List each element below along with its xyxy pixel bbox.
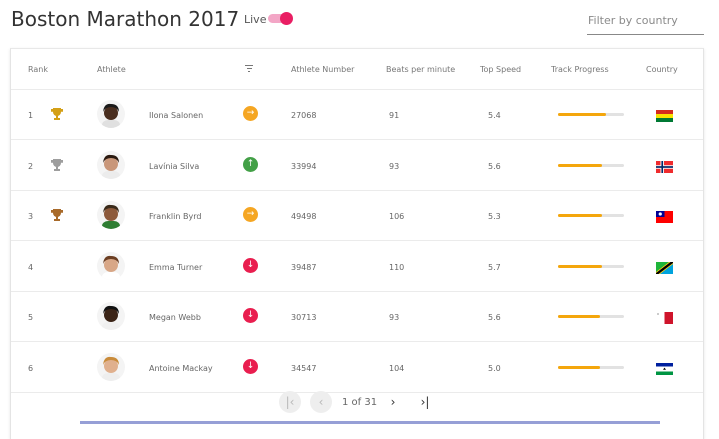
athlete-name[interactable]: Megan Webb [149, 313, 201, 322]
table-row[interactable]: 6 Antoine Mackay ↓ 34547 104 5.0 [11, 342, 703, 393]
table-header: Rank Athlete Athlete Number Beats per mi… [11, 49, 703, 90]
rank-value: 4 [28, 262, 34, 272]
top-speed: 5.0 [488, 363, 501, 373]
chevron-right-icon[interactable]: › [390, 395, 396, 409]
column-track-progress[interactable]: Track Progress [551, 65, 609, 74]
athlete-number: 33994 [291, 161, 317, 171]
table-row[interactable]: 5 Megan Webb ↓ 30713 93 5.6 [11, 291, 703, 342]
filter-country-input[interactable] [587, 6, 704, 35]
track-progress-fill [558, 365, 601, 369]
top-speed: 5.6 [488, 313, 501, 322]
athlete-name[interactable]: Franklin Byrd [149, 212, 202, 221]
first-page-icon[interactable]: |‹ [279, 391, 301, 413]
track-progress-fill [558, 214, 602, 217]
chevron-left-icon[interactable]: ‹ [310, 391, 332, 413]
arrow-down-icon: ↓ [243, 308, 258, 323]
track-progress-bar [558, 113, 624, 116]
arrow-up-icon: ↑ [243, 156, 258, 172]
bronze-trophy-icon [50, 207, 64, 221]
column-country[interactable]: Country [646, 65, 678, 74]
athlete-name[interactable]: Lavínia Silva [149, 161, 200, 171]
toggle-knob [280, 12, 293, 25]
rank-value: 1 [28, 111, 34, 120]
beats-per-minute: 104 [389, 363, 405, 373]
column-bpm[interactable]: Beats per minute [386, 65, 456, 74]
arrow-right-icon: → [243, 207, 258, 222]
rank-value: 6 [28, 363, 34, 373]
track-progress-bar [558, 365, 624, 369]
avatar [97, 150, 125, 179]
tanzania-flag-icon [656, 259, 673, 274]
avatar [97, 201, 125, 229]
athlete-number: 49498 [291, 212, 317, 221]
arrow-down-icon: ↓ [243, 257, 258, 273]
last-page-icon[interactable]: ›| [420, 395, 430, 409]
avatar [97, 251, 125, 280]
page-info: 1 of 31 [342, 397, 378, 408]
athlete-number: 34547 [291, 363, 317, 373]
column-athlete[interactable]: Athlete [97, 65, 126, 74]
track-progress-fill [558, 315, 601, 318]
table-row[interactable]: 1 Ilona Salonen → 27068 91 5.4 [11, 89, 703, 140]
sort-icon[interactable] [245, 65, 253, 72]
table-row[interactable]: 2 Lavínia Silva ↑ 33994 93 5.6 [11, 140, 703, 191]
beats-per-minute: 106 [389, 212, 405, 221]
arrow-down-icon: ↓ [243, 358, 258, 374]
top-speed: 5.3 [488, 212, 501, 221]
track-progress-bar [558, 163, 624, 167]
bottom-scroll-indicator [80, 421, 660, 424]
malta-flag-icon [656, 309, 673, 324]
page-title: Boston Marathon 2017 [11, 7, 240, 31]
top-speed: 5.7 [488, 262, 501, 272]
pagination: |‹ ‹ 1 of 31 › ›| [11, 388, 703, 418]
column-rank[interactable]: Rank [28, 65, 48, 74]
leaderboard-table: Rank Athlete Athlete Number Beats per mi… [10, 48, 704, 439]
silver-trophy-icon [50, 157, 64, 171]
track-progress-fill [558, 113, 606, 116]
taiwan-flag-icon [656, 208, 673, 223]
avatar [97, 352, 125, 381]
track-progress-fill [558, 264, 602, 268]
track-progress-bar [558, 315, 624, 318]
athlete-name[interactable]: Antoine Mackay [149, 363, 213, 373]
lesotho-flag-icon [656, 360, 673, 375]
athlete-name[interactable]: Emma Turner [149, 262, 203, 272]
athlete-number: 30713 [291, 313, 317, 322]
table-row[interactable]: 3 Franklin Byrd → 49498 106 5.3 [11, 190, 703, 241]
athlete-number: 39487 [291, 262, 317, 272]
athlete-name[interactable]: Ilona Salonen [149, 111, 204, 120]
bolivia-flag-icon [656, 107, 673, 122]
track-progress-fill [558, 163, 602, 167]
norway-flag-icon [656, 158, 673, 173]
beats-per-minute: 93 [389, 161, 400, 171]
live-toggle[interactable] [268, 12, 293, 25]
column-top-speed[interactable]: Top Speed [480, 65, 522, 74]
column-athlete-number[interactable]: Athlete Number [291, 65, 355, 74]
avatar [97, 100, 125, 128]
beats-per-minute: 93 [389, 313, 400, 322]
beats-per-minute: 91 [389, 111, 400, 120]
table-row[interactable]: 4 Emma Turner ↓ 39487 110 5.7 [11, 241, 703, 292]
rank-value: 2 [28, 161, 34, 171]
track-progress-bar [558, 214, 624, 217]
beats-per-minute: 110 [389, 262, 405, 272]
arrow-right-icon: → [243, 106, 258, 121]
top-speed: 5.6 [488, 161, 501, 171]
live-label: Live [244, 13, 267, 26]
avatar [97, 302, 125, 330]
gold-trophy-icon [50, 106, 64, 120]
rank-value: 5 [28, 313, 34, 322]
top-speed: 5.4 [488, 111, 501, 120]
athlete-number: 27068 [291, 111, 317, 120]
rank-value: 3 [28, 212, 34, 221]
track-progress-bar [558, 264, 624, 268]
